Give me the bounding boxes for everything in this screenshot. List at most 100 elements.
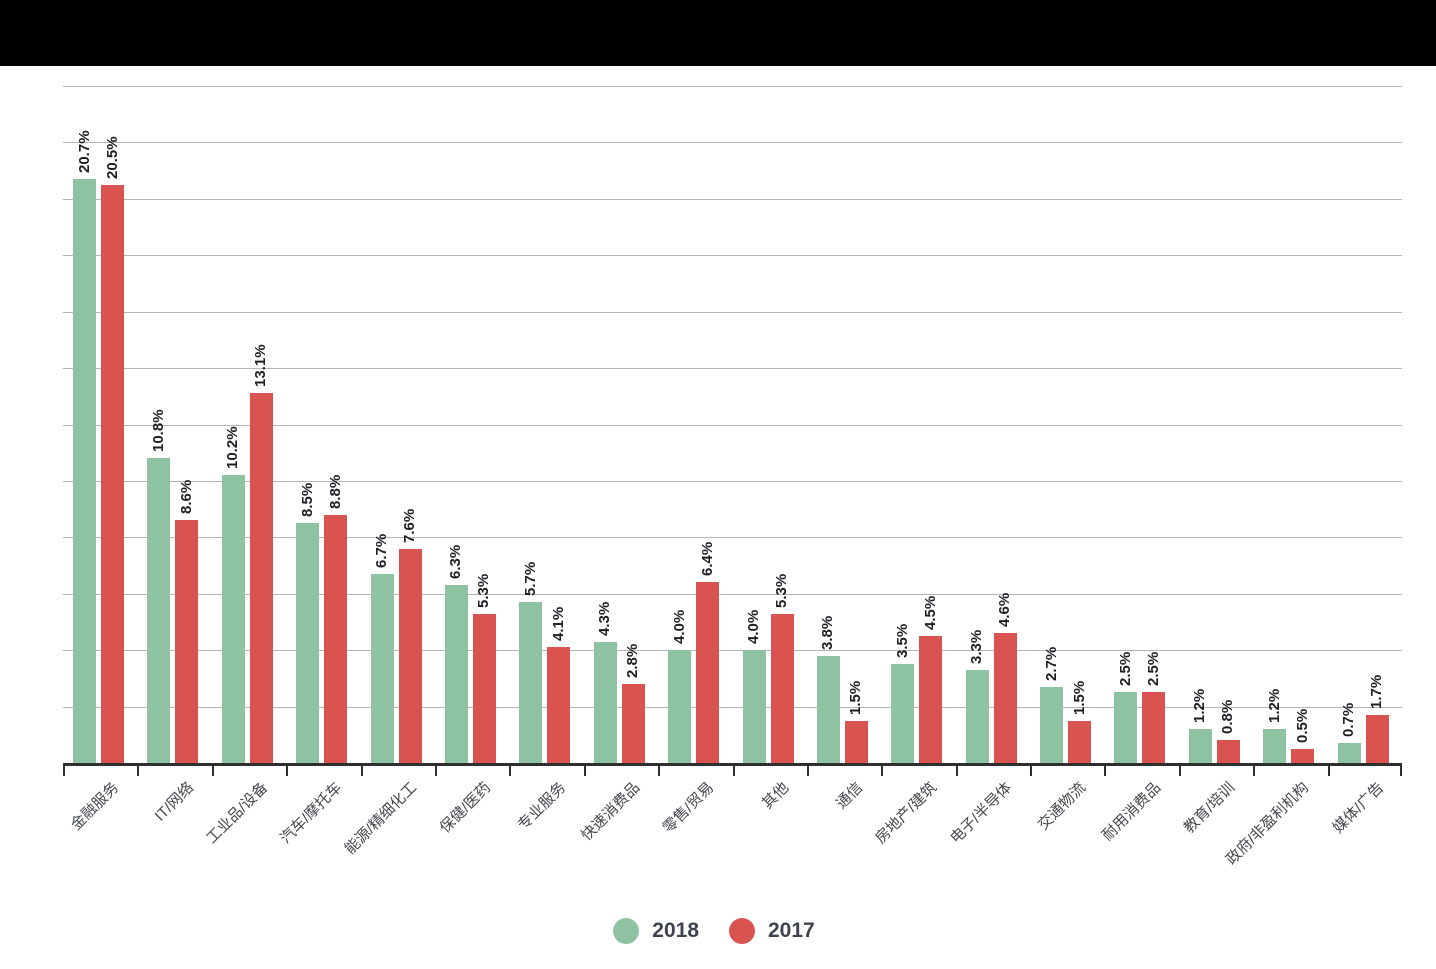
- bar-2018-金融服务[interactable]: [73, 179, 96, 763]
- legend-label-2018: 2018: [652, 919, 699, 942]
- value-label-2017-金融服务: 20.5%: [103, 136, 121, 179]
- x-axis-tick: [1253, 763, 1255, 776]
- value-label-2018-汽车/摩托车: 8.5%: [298, 483, 316, 518]
- value-label-2018-快速消费品: 4.3%: [596, 601, 614, 636]
- bar-2018-教育/培训[interactable]: [1188, 729, 1212, 763]
- x-axis-tick: [881, 763, 883, 776]
- bar-2017-电子/半导体[interactable]: [993, 633, 1017, 763]
- bar-2017-零售/贸易[interactable]: [696, 582, 720, 763]
- value-label-2018-电子/半导体: 3.3%: [968, 629, 986, 664]
- top-black-header-bar: [0, 0, 1436, 66]
- value-label-2018-金融服务: 20.7%: [75, 130, 93, 174]
- x-axis-tick: [509, 763, 511, 776]
- value-label-2018-零售/贸易: 4.0%: [670, 609, 688, 645]
- bar-2017-能源/精细化工[interactable]: [398, 548, 422, 763]
- gridline-2pct: [63, 706, 1402, 708]
- bar-2018-媒体/广告[interactable]: [1337, 743, 1361, 763]
- bar-2017-交通物流[interactable]: [1068, 720, 1092, 763]
- x-axis-tick: [361, 763, 363, 776]
- x-axis-tick: [733, 763, 735, 776]
- gridline-12pct: [63, 424, 1402, 426]
- bar-2018-电子/半导体[interactable]: [965, 669, 989, 763]
- value-label-2018-教育/培训: 1.2%: [1191, 688, 1209, 724]
- bar-2017-房地产/建筑[interactable]: [919, 636, 943, 763]
- value-label-2017-能源/精细化工: 7.6%: [401, 508, 419, 543]
- bar-2018-房地产/建筑[interactable]: [891, 664, 915, 763]
- bar-2017-其他[interactable]: [770, 613, 794, 763]
- value-label-2018-交通物流: 2.7%: [1042, 646, 1060, 681]
- value-label-2018-专业服务: 5.7%: [521, 562, 539, 597]
- value-label-2018-工业品/设备: 10.2%: [224, 426, 242, 470]
- value-label-2018-其他: 4.0%: [745, 609, 762, 645]
- legend-dot-2017-icon: [729, 918, 755, 944]
- gridline-16pct: [63, 311, 1402, 313]
- x-axis-tick: [807, 763, 809, 776]
- legend-item-2018[interactable]: 2018: [613, 918, 699, 944]
- gridline-20pct: [63, 198, 1402, 200]
- value-label-2017-通信: 1.5%: [847, 680, 865, 715]
- bar-2017-IT/网络[interactable]: [175, 520, 199, 763]
- value-label-2018-保健/医药: 6.3%: [447, 545, 465, 580]
- bar-2017-金融服务[interactable]: [101, 184, 124, 763]
- x-axis-tick: [137, 763, 139, 776]
- bar-2017-汽车/摩托车[interactable]: [324, 514, 348, 763]
- bar-2017-媒体/广告[interactable]: [1365, 715, 1389, 763]
- gridline-14pct: [63, 368, 1402, 370]
- bar-2017-保健/医药[interactable]: [472, 613, 496, 763]
- value-label-2018-房地产/建筑: 3.5%: [893, 624, 911, 659]
- value-label-2017-政府/非盈利机构: 0.5%: [1293, 708, 1311, 743]
- x-axis-tick: [1104, 763, 1106, 776]
- value-label-2017-汽车/摩托车: 8.8%: [326, 474, 344, 509]
- value-label-2017-交通物流: 1.5%: [1070, 680, 1088, 715]
- bar-chart-plot-area: 20.7% 10.8% 10.2% 8.5% 6.7% 6.3% 5.7% 4.3% 4.0% 4…: [63, 86, 1402, 868]
- bar-2018-保健/医药[interactable]: [444, 585, 468, 763]
- value-label-2017-其他: 5.3%: [773, 573, 790, 608]
- bar-2018-专业服务[interactable]: [519, 602, 543, 763]
- bar-2017-工业品/设备[interactable]: [249, 393, 273, 763]
- value-label-2017-零售/贸易: 6.4%: [698, 542, 716, 577]
- value-label-2017-房地产/建筑: 4.5%: [921, 595, 939, 631]
- bar-2017-通信[interactable]: [844, 720, 868, 763]
- value-label-2018-政府/非盈利机构: 1.2%: [1265, 688, 1283, 724]
- gridline-8pct: [63, 537, 1402, 539]
- value-label-2018-通信: 3.8%: [819, 615, 837, 650]
- x-axis-tick: [286, 763, 288, 776]
- value-label-2017-保健/医药: 5.3%: [475, 573, 493, 608]
- bar-2017-政府/非盈利机构[interactable]: [1291, 748, 1315, 763]
- value-label-2017-快速消费品: 2.8%: [624, 643, 642, 679]
- bar-2018-工业品/设备[interactable]: [221, 475, 245, 763]
- x-axis-tick: [1030, 763, 1032, 776]
- x-axis-tick: [1328, 763, 1330, 776]
- bar-2018-汽车/摩托车[interactable]: [296, 523, 320, 763]
- value-label-2017-耐用消费品: 2.5%: [1144, 652, 1162, 687]
- bar-2017-快速消费品[interactable]: [621, 684, 645, 763]
- bar-2018-快速消费品[interactable]: [593, 641, 617, 763]
- value-label-2018-能源/精细化工: 6.7%: [373, 533, 391, 569]
- bar-2018-零售/贸易[interactable]: [668, 650, 692, 763]
- legend-item-2017[interactable]: 2017: [729, 918, 815, 944]
- gridline-22pct: [63, 142, 1402, 144]
- gridline-6pct: [63, 593, 1402, 595]
- bar-2017-耐用消费品[interactable]: [1142, 692, 1166, 763]
- value-label-2017-专业服务: 4.1%: [549, 607, 567, 642]
- gridline-10pct: [63, 480, 1402, 482]
- bar-2018-耐用消费品[interactable]: [1114, 692, 1138, 763]
- bar-2018-能源/精细化工[interactable]: [370, 574, 394, 763]
- x-axis-tick: [658, 763, 660, 776]
- bar-2018-通信[interactable]: [816, 655, 840, 763]
- gridline-24pct: [63, 86, 1402, 87]
- bar-2018-IT/网络[interactable]: [147, 458, 171, 763]
- bar-2017-教育/培训[interactable]: [1216, 740, 1240, 763]
- bar-2018-政府/非盈利机构[interactable]: [1263, 729, 1287, 763]
- x-axis-tick: [63, 763, 65, 776]
- bar-2018-交通物流[interactable]: [1040, 686, 1064, 763]
- x-axis-tick: [584, 763, 586, 776]
- value-label-2018-IT/网络: 10.8%: [149, 409, 167, 453]
- x-axis-tick: [1400, 763, 1402, 776]
- chart-legend: 2018 2017: [0, 918, 1428, 944]
- value-label-2017-工业品/设备: 13.1%: [252, 344, 270, 388]
- bar-2018-其他[interactable]: [742, 650, 766, 763]
- legend-label-2017: 2017: [768, 919, 815, 942]
- bar-2017-专业服务[interactable]: [547, 647, 571, 763]
- value-label-2017-教育/培训: 0.8%: [1219, 700, 1237, 735]
